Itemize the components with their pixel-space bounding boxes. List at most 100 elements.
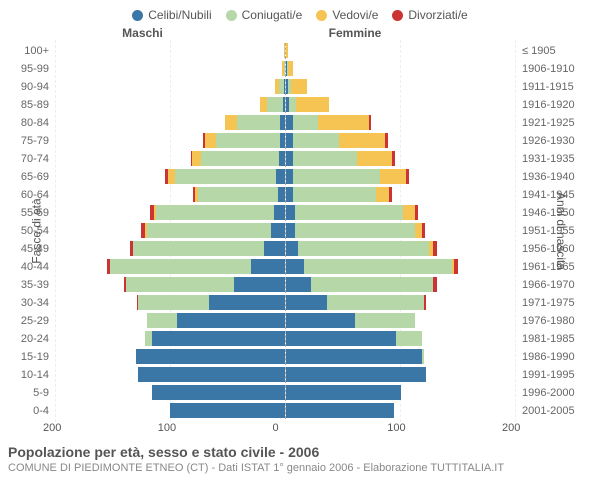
bar-segment-cel <box>136 349 286 364</box>
pyramid-row: 70-741931-1935 <box>0 150 600 168</box>
bar-segment-con <box>396 331 421 346</box>
bar-segment-con <box>295 205 403 220</box>
bar-female <box>285 187 516 203</box>
pyramid-row: 40-441961-1965 <box>0 258 600 276</box>
pyramid-row: 80-84 1921-1925 <box>0 114 600 132</box>
axis-title-right: Anni di nascita <box>554 192 568 270</box>
birth-label: 1986-1990 <box>516 351 591 363</box>
legend-label: Vedovi/e <box>332 8 378 22</box>
bar-segment-cel <box>286 277 311 292</box>
pyramid-row: 65-691936-1940 <box>0 168 600 186</box>
pyramid-row: 35-391966-1970 <box>0 276 600 294</box>
bar-segment-con <box>293 151 357 166</box>
bar-segment-div <box>369 115 371 130</box>
bar-female <box>285 97 516 113</box>
age-label: 95-99 <box>0 63 55 75</box>
pyramid-row: 50-541951-1955 <box>0 222 600 240</box>
legend-swatch <box>316 10 327 21</box>
bar-segment-div <box>454 259 459 274</box>
birth-label: 1976-1980 <box>516 315 591 327</box>
bar-male <box>55 403 285 419</box>
bar-segment-ved <box>288 61 293 76</box>
bar-segment-ved <box>415 223 422 238</box>
bar-female <box>285 151 516 167</box>
pyramid-row: 55-591946-1950 <box>0 204 600 222</box>
chart-area: Fasce di età Anni di nascita 100+≤ 19059… <box>0 40 600 422</box>
legend-swatch <box>226 10 237 21</box>
bar-segment-con <box>156 205 273 220</box>
bar-segment-div <box>392 151 395 166</box>
bar-segment-div <box>433 277 436 292</box>
bar-segment-ved <box>376 187 390 202</box>
bar-segment-con <box>175 169 276 184</box>
bar-female <box>285 205 516 221</box>
legend-item: Vedovi/e <box>316 8 378 22</box>
bar-segment-con <box>293 169 380 184</box>
bar-female <box>285 241 516 257</box>
bar-female <box>285 313 516 329</box>
pyramid-row: 90-941911-1915 <box>0 78 600 96</box>
bar-segment-cel <box>138 367 285 382</box>
bar-segment-cel <box>276 169 285 184</box>
age-label: 20-24 <box>0 333 55 345</box>
bar-segment-con <box>327 295 424 310</box>
bar-segment-con <box>110 259 250 274</box>
age-label: 100+ <box>0 45 55 57</box>
legend-item: Coniugati/e <box>226 8 303 22</box>
bar-female <box>285 61 516 77</box>
pyramid-row: 5-91996-2000 <box>0 384 600 402</box>
birth-label: 1936-1940 <box>516 171 591 183</box>
bar-segment-cel <box>152 331 285 346</box>
legend-label: Divorziati/e <box>408 8 467 22</box>
header-female: Femmine <box>240 26 470 40</box>
bar-male <box>55 133 285 149</box>
age-label: 90-94 <box>0 81 55 93</box>
header-male: Maschi <box>0 26 230 40</box>
pyramid-row: 10-141991-1995 <box>0 366 600 384</box>
age-label: 60-64 <box>0 189 55 201</box>
bar-segment-cel <box>286 187 293 202</box>
bar-segment-cel <box>286 151 293 166</box>
bar-female <box>285 79 516 95</box>
bar-segment-div <box>385 133 388 148</box>
age-label: 30-34 <box>0 297 55 309</box>
bar-segment-con <box>267 97 283 112</box>
bar-female <box>285 331 516 347</box>
bar-female <box>285 367 516 383</box>
bar-male <box>55 169 285 185</box>
bar-segment-con <box>289 97 296 112</box>
bar-segment-ved <box>318 115 369 130</box>
pyramid-row: 20-241981-1985 <box>0 330 600 348</box>
bar-segment-cel <box>286 223 295 238</box>
age-label: 70-74 <box>0 153 55 165</box>
birth-label: 1921-1925 <box>516 117 591 129</box>
bar-segment-div <box>415 205 418 220</box>
axis-title-left: Fasce di età <box>30 198 44 263</box>
bar-segment-cel <box>251 259 286 274</box>
bar-segment-ved <box>296 97 328 112</box>
bar-male <box>55 385 285 401</box>
bar-female <box>285 277 516 293</box>
age-label: 85-89 <box>0 99 55 111</box>
bar-male <box>55 241 285 257</box>
bar-female <box>285 115 516 131</box>
pyramid-row: 45-491956-1960 <box>0 240 600 258</box>
bar-segment-ved <box>291 79 307 94</box>
bar-segment-cel <box>170 403 285 418</box>
bar-female <box>285 349 516 365</box>
bar-male <box>55 43 285 59</box>
pyramid-row: 0-42001-2005 <box>0 402 600 420</box>
pyramid-row: 75-791926-1930 <box>0 132 600 150</box>
bar-segment-div <box>424 295 426 310</box>
bar-segment-ved <box>205 133 217 148</box>
birth-label: 1926-1930 <box>516 135 591 147</box>
x-tick: 100 <box>399 422 400 438</box>
bar-segment-con <box>311 277 433 292</box>
bar-male <box>55 115 285 131</box>
bar-segment-con <box>422 349 424 364</box>
bar-segment-cel <box>274 205 286 220</box>
pyramid-row: 15-191986-1990 <box>0 348 600 366</box>
bar-segment-cel <box>286 349 422 364</box>
pyramid-row: 30-341971-1975 <box>0 294 600 312</box>
age-label: 80-84 <box>0 117 55 129</box>
